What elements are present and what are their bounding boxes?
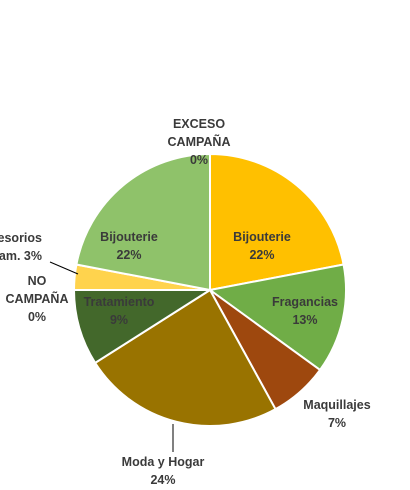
slice-label-5: Tratamiento 9% <box>84 295 155 327</box>
slice-labels: Bijouterie 22% Fragancias 13% Maquillajes 7% M… <box>0 117 371 487</box>
slice-label-2: Fragancias 13% <box>272 295 338 327</box>
pie-slices <box>72 152 347 427</box>
pie-slice-2 <box>207 263 347 372</box>
pie-slice-1 <box>209 152 345 292</box>
slice-label-1: Bijouterie 22% <box>233 230 291 262</box>
slice-label-3: Maquillajes 7% <box>303 398 370 430</box>
leader-line-7 <box>49 261 79 275</box>
pie-slice-4 <box>93 288 277 427</box>
leader-lines <box>49 261 174 452</box>
slice-label-7: AccesoriosCam. 3% <box>0 231 42 263</box>
slice-label-6: NO CAMPAÑA 0% <box>6 274 69 324</box>
pie-slice-8 <box>75 152 211 292</box>
slice-label-9: EXCESO CAMPAÑA 0% <box>168 117 231 167</box>
slice-label-8: Bijouterie 22% <box>100 230 158 262</box>
slice-label-4: Moda y Hogar 24% <box>122 455 205 487</box>
